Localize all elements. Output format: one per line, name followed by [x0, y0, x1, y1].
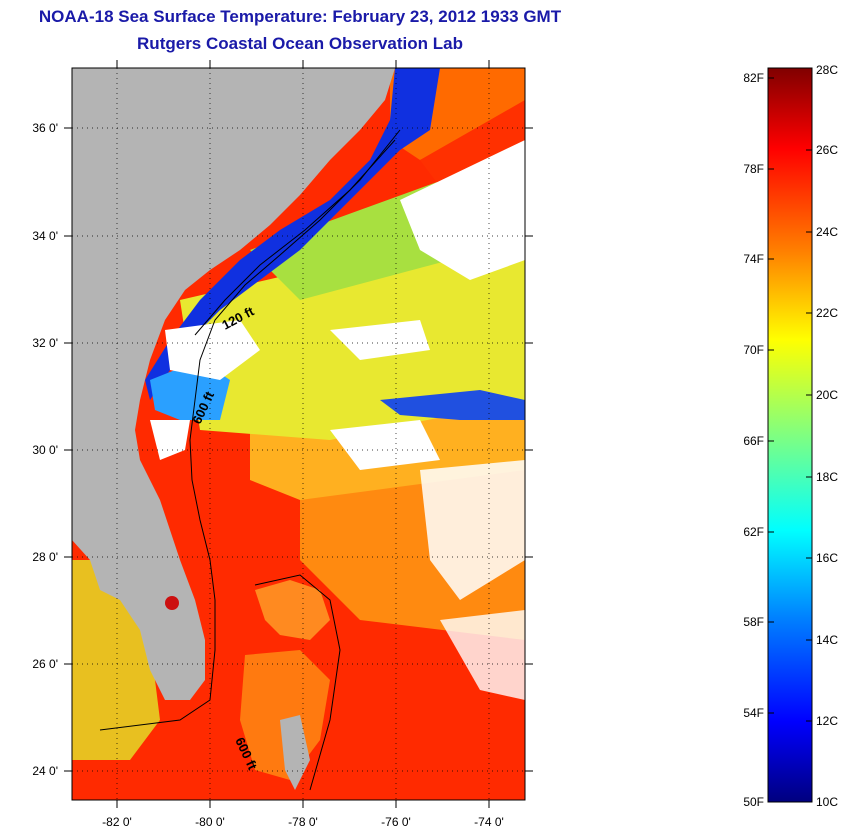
- land-mass: [72, 68, 395, 700]
- colorbar-c-label: 14C: [816, 633, 838, 647]
- colorbar-f-label: 62F: [743, 525, 764, 539]
- lat-label: 30 0': [32, 443, 58, 457]
- map-subtitle: Rutgers Coastal Ocean Observation Lab: [137, 34, 463, 53]
- colorbar-c-label: 18C: [816, 470, 838, 484]
- axis-ticks: [64, 60, 533, 808]
- map-frame: [71, 67, 526, 801]
- lon-label: -80 0': [195, 815, 225, 829]
- cloud-mass-6: [440, 610, 525, 700]
- lon-label: -76 0': [381, 815, 411, 829]
- lat-label: 28 0': [32, 550, 58, 564]
- bahamas-bank-north: [255, 580, 330, 640]
- lat-label: 36 0': [32, 121, 58, 135]
- lon-label: -78 0': [288, 815, 318, 829]
- isobath-120ft: [194, 139, 396, 336]
- lat-label: 24 0': [32, 764, 58, 778]
- lake-okeechobee: [165, 596, 179, 610]
- colorbar-c-label: 28C: [816, 63, 838, 77]
- colorbar-f-label: 78F: [743, 162, 764, 176]
- colorbar-f-label: 74F: [743, 252, 764, 266]
- colorbar-f-label: 70F: [743, 343, 764, 357]
- colorbar-ticks: [768, 67, 812, 722]
- colorbar-c-label: 12C: [816, 714, 838, 728]
- lon-label: -82 0': [102, 815, 132, 829]
- isobath-600ft: [99, 129, 401, 731]
- colorbar-c-label: 22C: [816, 306, 838, 320]
- lat-label: 26 0': [32, 657, 58, 671]
- colorbar-c-label: 26C: [816, 143, 838, 157]
- colorbar-f-label: 50F: [743, 795, 764, 809]
- lat-label: 32 0': [32, 336, 58, 350]
- lat-label: 34 0': [32, 229, 58, 243]
- colorbar: [767, 67, 813, 803]
- map-title: NOAA-18 Sea Surface Temperature: Februar…: [38, 7, 562, 26]
- colorbar-f-label: 58F: [743, 615, 764, 629]
- colorbar-f-label: 82F: [743, 71, 764, 85]
- cloud-mass-1: [400, 140, 525, 280]
- cold-shelf-water: [145, 68, 440, 400]
- cloud-mass-4: [330, 420, 440, 470]
- cloud-mass-5: [420, 460, 525, 600]
- lon-label: -74 0': [474, 815, 504, 829]
- bahamas-bank-great: [240, 650, 330, 780]
- colorbar-c-label: 20C: [816, 388, 838, 402]
- colorbar-c-label: 24C: [816, 225, 838, 239]
- colorbar-f-label: 66F: [743, 434, 764, 448]
- cold-eddy: [380, 390, 525, 420]
- colorbar-c-label: 10C: [816, 795, 838, 809]
- isobath-bahamas: [254, 574, 341, 791]
- cloud-mass-7: [150, 420, 190, 460]
- sst-map: 120 ft 600 ft 600 ft: [72, 68, 525, 800]
- colorbar-f-label: 54F: [743, 706, 764, 720]
- lat-lon-grid: [72, 68, 525, 800]
- colorbar-c-label: 16C: [816, 551, 838, 565]
- cloud-mass-3: [330, 320, 430, 360]
- cloud-mass-2: [165, 320, 260, 380]
